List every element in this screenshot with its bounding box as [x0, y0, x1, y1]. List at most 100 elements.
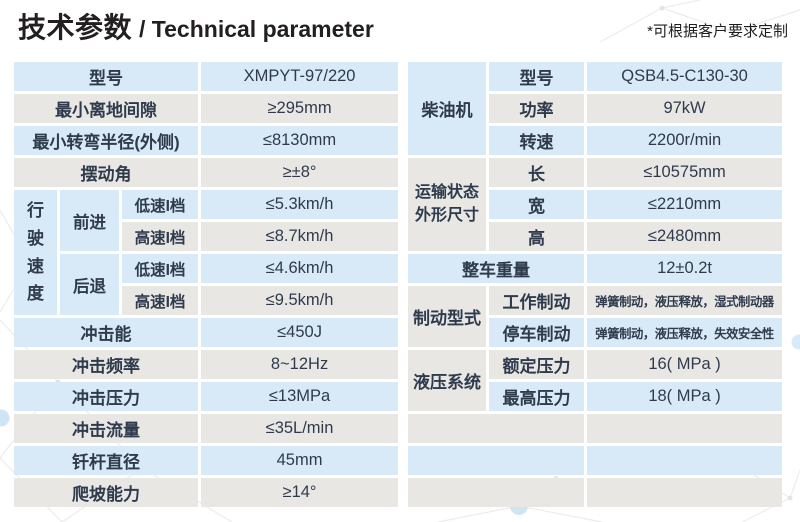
table-row: 冲击频率 8~12Hz	[14, 350, 399, 379]
group-cell-hydraulic-system: 液压系统	[408, 350, 487, 411]
empty-cell	[408, 478, 585, 507]
gear-cell: 高速I档	[122, 286, 199, 315]
table-row: 功率 97kW	[408, 94, 783, 123]
table-row: 制动型式 工作制动 弹簧制动，液压释放，湿式制动器	[408, 286, 783, 347]
customization-note: *可根据客户要求定制	[647, 23, 788, 41]
value-cell: 18( MPa )	[587, 382, 783, 411]
label-cell: 最小转弯半径(外侧)	[14, 126, 199, 155]
value-cell: 弹簧制动，液压释放，湿式制动器	[587, 286, 783, 315]
label-cell: 转速	[489, 126, 585, 155]
value-cell: 97kW	[587, 94, 783, 123]
value-cell: ≤450J	[201, 318, 399, 347]
value-cell: ≤35L/min	[201, 414, 399, 443]
table-row	[408, 446, 783, 475]
label-cell: 宽	[489, 190, 585, 219]
table-row: 转速 2200r/min	[408, 126, 783, 155]
table-row: 高速I档 ≤9.5km/h	[14, 286, 399, 315]
table-row: 停车制动 弹簧制动，液压释放，失效安全性	[408, 318, 783, 347]
table-row: 整车重量 12±0.2t	[408, 254, 783, 283]
value-cell: 45mm	[201, 446, 399, 475]
value-cell: ≥±8°	[201, 158, 399, 187]
label-cell: 型号	[14, 62, 199, 91]
table-row	[408, 478, 783, 507]
table-row: 冲击压力 ≤13MPa	[14, 382, 399, 411]
gear-cell: 低速I档	[122, 190, 199, 219]
value-cell: ≤10575mm	[587, 158, 783, 187]
empty-cell	[587, 414, 783, 443]
table-row	[408, 414, 783, 443]
value-cell: ≤2480mm	[587, 222, 783, 251]
direction-cell-reverse: 后退	[60, 254, 119, 315]
value-cell: ≤5.3km/h	[201, 190, 399, 219]
value-cell: ≤8130mm	[201, 126, 399, 155]
table-row: 运输状态外形尺寸 长 ≤10575mm	[408, 158, 783, 251]
table-row: 钎杆直径 45mm	[14, 446, 399, 475]
group-cell-transport-dimensions: 运输状态外形尺寸	[408, 158, 487, 251]
group-cell-brake-type: 制动型式	[408, 286, 487, 347]
gear-cell: 高速I档	[122, 222, 199, 251]
value-cell: 12±0.2t	[587, 254, 783, 283]
value-cell: ≤9.5km/h	[201, 286, 399, 315]
label-cell-vehicle-weight: 整车重量	[408, 254, 585, 283]
table-row: 最高压力 18( MPa )	[408, 382, 783, 411]
value-cell: 8~12Hz	[201, 350, 399, 379]
table-row: 液压系统 额定压力 16( MPa )	[408, 350, 783, 411]
table-row: 高速I档 ≤8.7km/h	[14, 222, 399, 251]
label-cell: 冲击流量	[14, 414, 199, 443]
value-cell: ≤8.7km/h	[201, 222, 399, 251]
page-title: 技术参数 / Technical parameter	[18, 10, 374, 46]
table-row: 高 ≤2480mm	[408, 222, 783, 251]
table-row: 后退 低速I档 ≤4.6km/h	[14, 254, 399, 315]
right-spec-table: 柴油机 型号 QSB4.5-C130-30 功率 97kW 转速 2200r/m…	[405, 59, 785, 510]
header: 技术参数 / Technical parameter *可根据客户要求定制	[18, 10, 788, 46]
page-title-en: / Technical parameter	[139, 16, 374, 42]
label-cell: 长	[489, 158, 585, 187]
table-row: 型号 XMPYT-97/220	[14, 62, 399, 91]
group-cell-diesel-engine: 柴油机	[408, 62, 487, 155]
value-cell: 2200r/min	[587, 126, 783, 155]
gear-cell: 低速I档	[122, 254, 199, 283]
label-cell: 额定压力	[489, 350, 585, 379]
group-cell-travel-speed: 行驶速度	[14, 190, 57, 315]
table-row: 最小离地间隙 ≥295mm	[14, 94, 399, 123]
label-cell: 型号	[489, 62, 585, 91]
page-title-zh: 技术参数	[18, 12, 133, 43]
spec-tables: 型号 XMPYT-97/220 最小离地间隙 ≥295mm 最小转弯半径(外侧)…	[11, 59, 785, 510]
label-cell: 最小离地间隙	[14, 94, 199, 123]
value-cell: ≥14°	[201, 478, 399, 507]
value-cell: 16( MPa )	[587, 350, 783, 379]
label-cell: 高	[489, 222, 585, 251]
table-row: 摆动角 ≥±8°	[14, 158, 399, 187]
table-row: 柴油机 型号 QSB4.5-C130-30	[408, 62, 783, 155]
table-row: 冲击流量 ≤35L/min	[14, 414, 399, 443]
table-row: 宽 ≤2210mm	[408, 190, 783, 219]
table-row: 行驶速度 前进 低速I档 ≤5.3km/h	[14, 190, 399, 315]
label-cell: 摆动角	[14, 158, 199, 187]
direction-cell-forward: 前进	[60, 190, 119, 251]
label-cell: 功率	[489, 94, 585, 123]
label-cell: 冲击能	[14, 318, 199, 347]
left-spec-table: 型号 XMPYT-97/220 最小离地间隙 ≥295mm 最小转弯半径(外侧)…	[11, 59, 401, 510]
table-row: 最小转弯半径(外侧) ≤8130mm	[14, 126, 399, 155]
empty-cell	[587, 478, 783, 507]
empty-cell	[408, 414, 585, 443]
value-cell: ≤2210mm	[587, 190, 783, 219]
value-cell: XMPYT-97/220	[201, 62, 399, 91]
label-cell: 钎杆直径	[14, 446, 199, 475]
empty-cell	[408, 446, 585, 475]
value-cell: ≤4.6km/h	[201, 254, 399, 283]
label-cell: 停车制动	[489, 318, 585, 347]
label-cell: 爬坡能力	[14, 478, 199, 507]
table-row: 冲击能 ≤450J	[14, 318, 399, 347]
label-cell: 最高压力	[489, 382, 585, 411]
value-cell: ≥295mm	[201, 94, 399, 123]
label-cell: 冲击压力	[14, 382, 199, 411]
empty-cell	[587, 446, 783, 475]
value-cell: QSB4.5-C130-30	[587, 62, 783, 91]
value-cell: ≤13MPa	[201, 382, 399, 411]
value-cell: 弹簧制动，液压释放，失效安全性	[587, 318, 783, 347]
label-cell: 工作制动	[489, 286, 585, 315]
table-row: 爬坡能力 ≥14°	[14, 478, 399, 507]
label-cell: 冲击频率	[14, 350, 199, 379]
